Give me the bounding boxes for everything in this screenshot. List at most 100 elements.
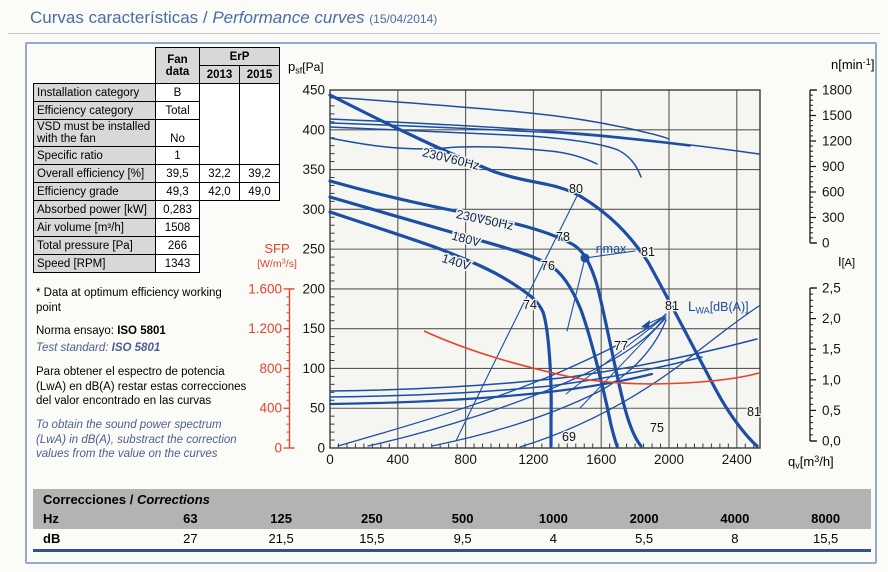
db-row-label: dB — [43, 531, 61, 546]
svg-text:50: 50 — [310, 401, 325, 416]
svg-text:2000: 2000 — [654, 452, 684, 467]
svg-text:300: 300 — [302, 202, 325, 217]
svg-text:0: 0 — [274, 441, 282, 456]
table-header-row: Fan data ErP — [34, 47, 280, 84]
svg-text:400: 400 — [302, 122, 325, 137]
flow-axis-title: qv[m3/h] — [788, 454, 834, 471]
speed-curve — [329, 137, 598, 165]
sfp-axis-title: SFP — [264, 241, 289, 256]
table-row: Efficiency grade 49,3 42,0 49,0 — [33, 182, 280, 201]
corrections-db-row: dB 27 21,5 15,5 9,5 4 5,5 8 15,5 — [33, 529, 871, 552]
svg-text:600: 600 — [822, 185, 845, 200]
table-row: Speed [RPM] 1343 — [33, 254, 280, 273]
col-header-fan-data: Fan data — [155, 47, 200, 84]
svg-text:0,0: 0,0 — [822, 434, 841, 449]
speed-curve — [329, 118, 760, 155]
corrections-db-value: 8 — [731, 531, 739, 546]
table-header-row2: 2013 2015 — [34, 65, 280, 84]
note-test-standard: Test standard: ISO 5801 — [36, 342, 161, 355]
lwa-curve — [519, 305, 760, 448]
corrections-db-value: 5,5 — [635, 531, 654, 546]
corrections-hz-value: 2000 — [629, 511, 659, 526]
corrections-db-value: 27 — [183, 531, 198, 546]
corrections-hz-value: 125 — [270, 511, 292, 526]
fan-data-table: Fan data ErP 2013 2015 Installation cate… — [33, 47, 280, 273]
lwa-level-label: 78 — [556, 230, 570, 244]
table-row: Installation category B — [33, 83, 280, 165]
lwa-level-label: 76 — [541, 259, 555, 273]
note-norma: Norma ensayo: ISO 5801 — [36, 325, 166, 338]
title-en: Performance curves — [212, 8, 365, 27]
corrections-hz-row: Hz 63 125 250 500 1000 2000 4000 8000 — [33, 509, 871, 529]
svg-text:250: 250 — [302, 242, 325, 257]
svg-text:2,5: 2,5 — [822, 281, 841, 296]
col-header-2013: 2013 — [199, 65, 240, 84]
corrections-hz-value: 250 — [361, 511, 383, 526]
note-optimum: * Data at optimum efficiency working poi… — [36, 287, 222, 314]
lwa-connector-line — [455, 195, 578, 442]
svg-text:350: 350 — [302, 162, 325, 177]
table-row: Total pressure [Pa] 266 — [33, 236, 280, 255]
corrections-db-value: 9,5 — [453, 531, 472, 546]
svg-text:150: 150 — [302, 321, 325, 336]
corrections-hz-value: 500 — [451, 511, 474, 526]
gridlines — [329, 89, 761, 449]
speed-curve — [329, 96, 670, 140]
svg-text:300: 300 — [822, 210, 845, 225]
svg-text:400: 400 — [387, 452, 410, 467]
lwa-arrowhead — [641, 320, 650, 329]
note-corrections-en: To obtain the sound power spectrum (LwA)… — [36, 419, 237, 461]
corrections-db-value: 15,5 — [359, 531, 385, 546]
pressure-curve-230v60hz — [328, 93, 759, 448]
corrections-hz-value: 1000 — [538, 511, 568, 526]
lwa-curve-label: LWA[dB(A)] — [688, 299, 749, 316]
lwa-level-label: 69 — [562, 430, 576, 444]
speed-curve — [329, 126, 642, 178]
note-correcciones-es: Para obtener el espectro de potencia (Lw… — [36, 365, 247, 408]
table-row: Absorbed power [kW] 0,283 — [33, 200, 280, 219]
table-row: Efficiency category Total — [33, 101, 280, 120]
svg-text:0: 0 — [317, 441, 325, 456]
corrections-hz-value: 8000 — [811, 511, 841, 526]
svg-text:0: 0 — [822, 236, 830, 251]
svg-text:0,5: 0,5 — [822, 403, 841, 418]
col-header-erp: ErP — [199, 47, 280, 66]
lwa-curve — [367, 316, 666, 447]
corrections-hz-value: 4000 — [720, 511, 750, 526]
svg-text:400: 400 — [259, 401, 282, 416]
svg-text:1500: 1500 — [822, 108, 852, 123]
pressure-curve-230v50hz — [328, 179, 643, 448]
title-rule — [8, 33, 880, 34]
svg-text:2400: 2400 — [722, 452, 752, 467]
lwa-level-label: 81 — [641, 245, 655, 259]
svg-text:1,0: 1,0 — [822, 372, 841, 387]
optimum-point-label: ηmax — [596, 242, 627, 256]
title-es: Curvas características / — [30, 8, 213, 27]
pressure-curve-140v — [328, 210, 553, 448]
sfp-axis-units: [W/m3/s] — [257, 257, 297, 271]
current-axis-title: I[A] — [838, 254, 855, 269]
svg-text:1200: 1200 — [518, 452, 548, 467]
corrections-table: Correcciones / Corrections Hz 63 125 250 50… — [33, 489, 871, 552]
corrections-db-value: 15,5 — [812, 531, 839, 546]
svg-text:800: 800 — [259, 361, 282, 376]
hz-row-label: Hz — [43, 511, 59, 526]
speed-curve — [329, 122, 691, 147]
svg-text:800: 800 — [454, 452, 477, 467]
svg-text:1600: 1600 — [586, 452, 616, 467]
lwa-connector-line — [565, 315, 667, 395]
svg-text:1.600: 1.600 — [248, 281, 282, 296]
corrections-db-value: 21,5 — [268, 531, 294, 546]
table-row: Overall efficiency [%] 39,5 32,2 39,2 — [33, 164, 280, 183]
corrections-db-value: 4 — [549, 531, 557, 546]
col-header-2015: 2015 — [239, 65, 280, 84]
svg-text:450: 450 — [302, 83, 325, 98]
lwa-level-label: 81 — [665, 299, 679, 313]
svg-text:1200: 1200 — [822, 134, 852, 149]
lwa-connector-line — [579, 317, 667, 409]
lwa-curve — [337, 313, 667, 447]
corrections-title: Correcciones / Corrections — [33, 489, 871, 509]
lwa-level-label: 81 — [747, 405, 761, 419]
